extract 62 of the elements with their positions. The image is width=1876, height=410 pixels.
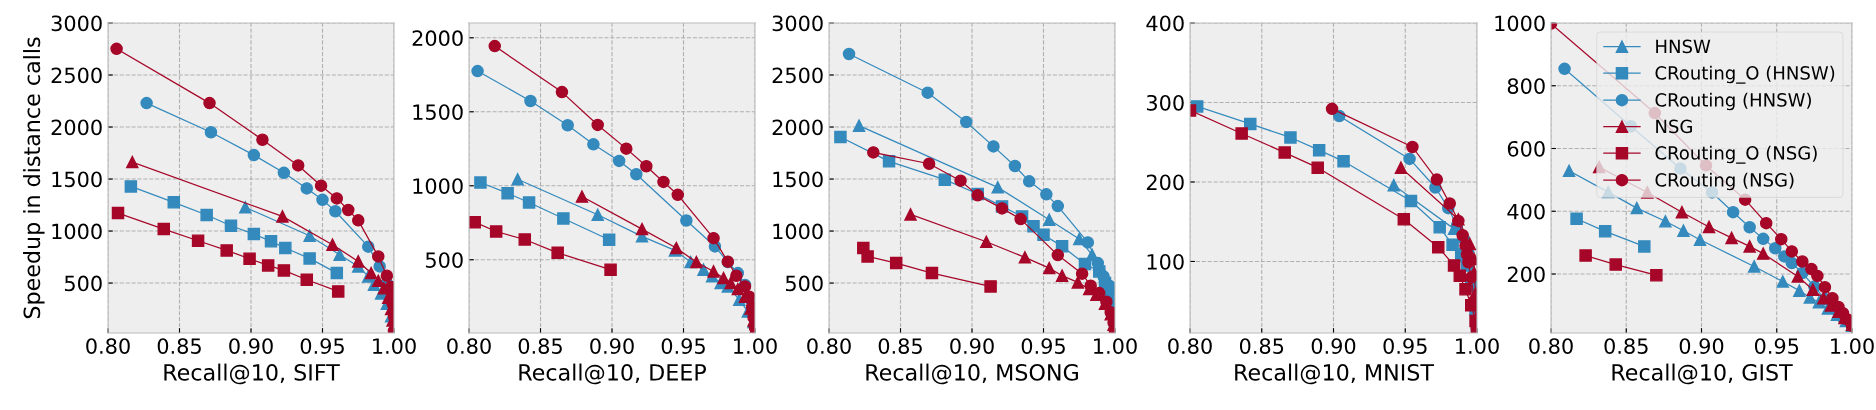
y-tick-label: 100 (1147, 253, 1184, 270)
x-tick-label: 1.00 (734, 338, 777, 354)
x-tick-label: 0.80 (447, 338, 491, 354)
legend-label: NSG (1656, 119, 1692, 134)
x-tick-label: 0.95 (661, 338, 705, 354)
y-tick-label: 500 (785, 275, 823, 292)
x-axis-title: Recall@10, SIFT (164, 363, 340, 385)
x-tick-label: 0.95 (1021, 338, 1065, 354)
y-axis-title: Speedup in distance calls (23, 37, 45, 319)
y-tick-label: 400 (1146, 15, 1184, 32)
x-tick-label: 0.95 (300, 338, 344, 354)
x-tick-label: 0.90 (229, 338, 273, 354)
y-tick-label: 300 (1146, 94, 1184, 111)
x-tick-label: 1.00 (1831, 338, 1874, 354)
y-tick-label: 500 (64, 275, 102, 292)
x-axis-title: Recall@10, MSONG (866, 363, 1078, 385)
y-tick-label: 1000 (52, 223, 102, 240)
x-tick-label: 0.90 (950, 338, 994, 354)
x-tick-label: 1.00 (1094, 338, 1137, 354)
legend-label: CRouting (HNSW) (1655, 92, 1811, 111)
y-tick-label: 1500 (52, 171, 102, 188)
x-tick-label: 1.00 (1456, 338, 1499, 354)
y-tick-label: 600 (1507, 140, 1545, 157)
y-tick-label: 1000 (773, 223, 823, 240)
x-tick-label: 0.85 (1239, 338, 1284, 354)
x-tick-label: 0.90 (1311, 338, 1356, 354)
y-tick-label: 2000 (412, 30, 463, 47)
x-tick-label: 0.90 (1679, 338, 1724, 354)
y-tick-label: 2000 (51, 119, 102, 136)
legend-label: CRouting_O (HNSW) (1655, 65, 1835, 84)
x-tick-label: 0.90 (590, 338, 634, 354)
y-tick-label: 1500 (773, 171, 823, 188)
y-tick-label: 3000 (51, 15, 102, 32)
y-tick-label: 2500 (772, 67, 823, 84)
y-tick-label: 400 (1507, 203, 1545, 220)
legend-label: CRouting (NSG) (1655, 172, 1794, 191)
x-tick-label: 0.80 (807, 338, 851, 354)
x-tick-label: 0.85 (157, 338, 201, 354)
x-axis-title: Recall@10, GIST (1612, 363, 1793, 385)
y-tick-label: 1000 (1495, 15, 1545, 32)
y-tick-label: 3000 (772, 15, 823, 32)
x-tick-label: 0.80 (1529, 338, 1573, 354)
y-tick-label: 1000 (413, 178, 463, 194)
y-tick-label: 200 (1507, 266, 1545, 283)
x-axis-title: Recall@10, MNIST (1235, 363, 1435, 385)
y-tick-label: 2000 (772, 119, 823, 136)
x-tick-label: 0.80 (1168, 338, 1212, 354)
y-tick-label: 1500 (413, 104, 463, 120)
legend-label: HNSW (1656, 39, 1711, 54)
x-tick-label: 0.95 (1754, 338, 1799, 354)
y-tick-label: 800 (1507, 78, 1545, 94)
y-tick-label: 500 (425, 252, 463, 268)
x-tick-label: 0.85 (878, 338, 922, 354)
x-tick-label: 0.85 (1604, 338, 1648, 354)
y-tick-label: 200 (1146, 174, 1184, 191)
x-tick-label: 0.95 (1383, 338, 1427, 354)
x-tick-label: 0.80 (86, 338, 130, 354)
legend-label: CRouting_O (NSG) (1655, 145, 1817, 164)
x-tick-label: 0.85 (518, 338, 562, 354)
x-tick-label: 1.00 (373, 338, 416, 354)
y-tick-label: 2500 (51, 67, 102, 84)
x-axis-title: Recall@10, DEEP (519, 363, 706, 385)
